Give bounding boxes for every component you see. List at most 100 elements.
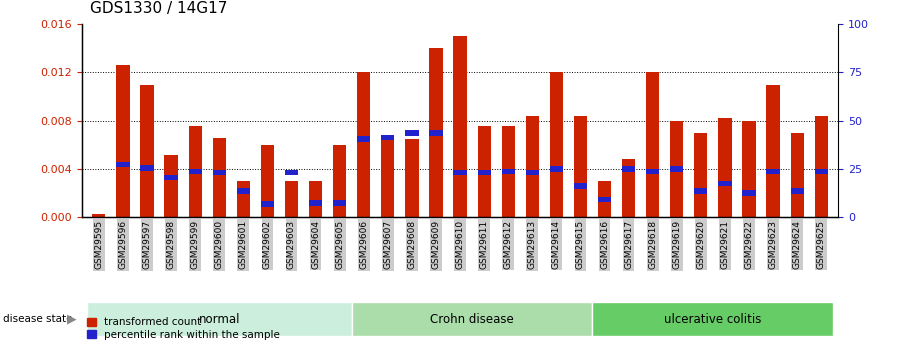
Bar bbox=[285, 170, 298, 175]
Bar bbox=[309, 181, 322, 217]
Bar bbox=[718, 181, 732, 186]
Text: GSM29620: GSM29620 bbox=[696, 220, 705, 269]
Bar bbox=[574, 183, 587, 189]
Bar bbox=[622, 159, 635, 217]
Bar bbox=[477, 126, 491, 217]
Bar bbox=[791, 188, 804, 194]
Bar bbox=[165, 155, 178, 217]
Legend: transformed count, percentile rank within the sample: transformed count, percentile rank withi… bbox=[87, 317, 280, 340]
Text: GSM29595: GSM29595 bbox=[95, 220, 103, 269]
Text: GSM29616: GSM29616 bbox=[600, 220, 609, 269]
Text: GSM29615: GSM29615 bbox=[576, 220, 585, 269]
Bar bbox=[405, 139, 418, 217]
Bar bbox=[357, 136, 371, 141]
Bar bbox=[526, 116, 539, 217]
Bar bbox=[454, 170, 466, 175]
Text: GSM29617: GSM29617 bbox=[624, 220, 633, 269]
Text: GSM29596: GSM29596 bbox=[118, 220, 128, 269]
Bar bbox=[814, 116, 828, 217]
Text: GSM29624: GSM29624 bbox=[793, 220, 802, 269]
Text: GSM29610: GSM29610 bbox=[456, 220, 465, 269]
Bar bbox=[429, 48, 443, 217]
Bar bbox=[814, 169, 828, 174]
Bar bbox=[646, 72, 660, 217]
Text: GSM29611: GSM29611 bbox=[479, 220, 488, 269]
Text: GSM29605: GSM29605 bbox=[335, 220, 344, 269]
Bar bbox=[502, 169, 515, 174]
Bar bbox=[352, 302, 592, 336]
Text: GSM29601: GSM29601 bbox=[239, 220, 248, 269]
Bar bbox=[261, 201, 274, 207]
Bar bbox=[791, 133, 804, 217]
Bar bbox=[622, 166, 635, 172]
Bar bbox=[477, 170, 491, 175]
Text: normal: normal bbox=[199, 313, 240, 326]
Bar bbox=[189, 169, 202, 174]
Text: GSM29607: GSM29607 bbox=[384, 220, 393, 269]
Text: GSM29618: GSM29618 bbox=[649, 220, 657, 269]
Text: disease state: disease state bbox=[3, 314, 72, 324]
Text: GSM29614: GSM29614 bbox=[552, 220, 561, 269]
Bar bbox=[189, 126, 202, 217]
Bar bbox=[117, 65, 129, 217]
Bar bbox=[405, 130, 418, 136]
Bar bbox=[549, 166, 563, 172]
Text: GSM29597: GSM29597 bbox=[142, 220, 151, 269]
Bar bbox=[140, 85, 154, 217]
Bar bbox=[212, 138, 226, 217]
Bar bbox=[574, 116, 587, 217]
Bar bbox=[165, 175, 178, 180]
Bar bbox=[454, 36, 466, 217]
Bar bbox=[285, 181, 298, 217]
Text: GSM29612: GSM29612 bbox=[504, 220, 513, 269]
Bar bbox=[212, 170, 226, 175]
Bar bbox=[670, 121, 683, 217]
Bar bbox=[381, 135, 394, 140]
Bar bbox=[718, 118, 732, 217]
Bar bbox=[261, 145, 274, 217]
Bar bbox=[429, 130, 443, 136]
Bar bbox=[502, 126, 515, 217]
Bar bbox=[87, 302, 352, 336]
Bar bbox=[140, 165, 154, 170]
Bar bbox=[766, 85, 780, 217]
Bar bbox=[742, 121, 755, 217]
Text: GSM29613: GSM29613 bbox=[527, 220, 537, 269]
Bar bbox=[598, 197, 611, 202]
Text: GDS1330 / 14G17: GDS1330 / 14G17 bbox=[89, 1, 227, 17]
Bar bbox=[237, 188, 250, 194]
Text: Crohn disease: Crohn disease bbox=[430, 313, 514, 326]
Text: GSM29603: GSM29603 bbox=[287, 220, 296, 269]
Bar bbox=[381, 139, 394, 217]
Text: ▶: ▶ bbox=[67, 313, 77, 326]
Bar bbox=[694, 188, 708, 194]
Bar bbox=[333, 200, 346, 206]
Text: ulcerative colitis: ulcerative colitis bbox=[664, 313, 762, 326]
Bar bbox=[117, 161, 129, 167]
Bar bbox=[333, 145, 346, 217]
Bar bbox=[598, 181, 611, 217]
Text: GSM29609: GSM29609 bbox=[432, 220, 441, 269]
Bar bbox=[92, 214, 106, 217]
Text: GSM29608: GSM29608 bbox=[407, 220, 416, 269]
Text: GSM29622: GSM29622 bbox=[744, 220, 753, 269]
Text: GSM29598: GSM29598 bbox=[167, 220, 176, 269]
Text: GSM29600: GSM29600 bbox=[215, 220, 224, 269]
Text: GSM29619: GSM29619 bbox=[672, 220, 681, 269]
Bar bbox=[526, 170, 539, 175]
Bar bbox=[309, 200, 322, 206]
Text: GSM29602: GSM29602 bbox=[263, 220, 271, 269]
Bar bbox=[694, 133, 708, 217]
Text: GSM29623: GSM29623 bbox=[769, 220, 778, 269]
Bar bbox=[766, 169, 780, 174]
Text: GSM29606: GSM29606 bbox=[359, 220, 368, 269]
Bar bbox=[549, 72, 563, 217]
Bar bbox=[237, 181, 250, 217]
Bar bbox=[670, 166, 683, 172]
Bar bbox=[742, 190, 755, 196]
Text: GSM29625: GSM29625 bbox=[817, 220, 825, 269]
Bar bbox=[592, 302, 834, 336]
Bar bbox=[646, 169, 660, 174]
Text: GSM29621: GSM29621 bbox=[721, 220, 730, 269]
Text: GSM29604: GSM29604 bbox=[311, 220, 320, 269]
